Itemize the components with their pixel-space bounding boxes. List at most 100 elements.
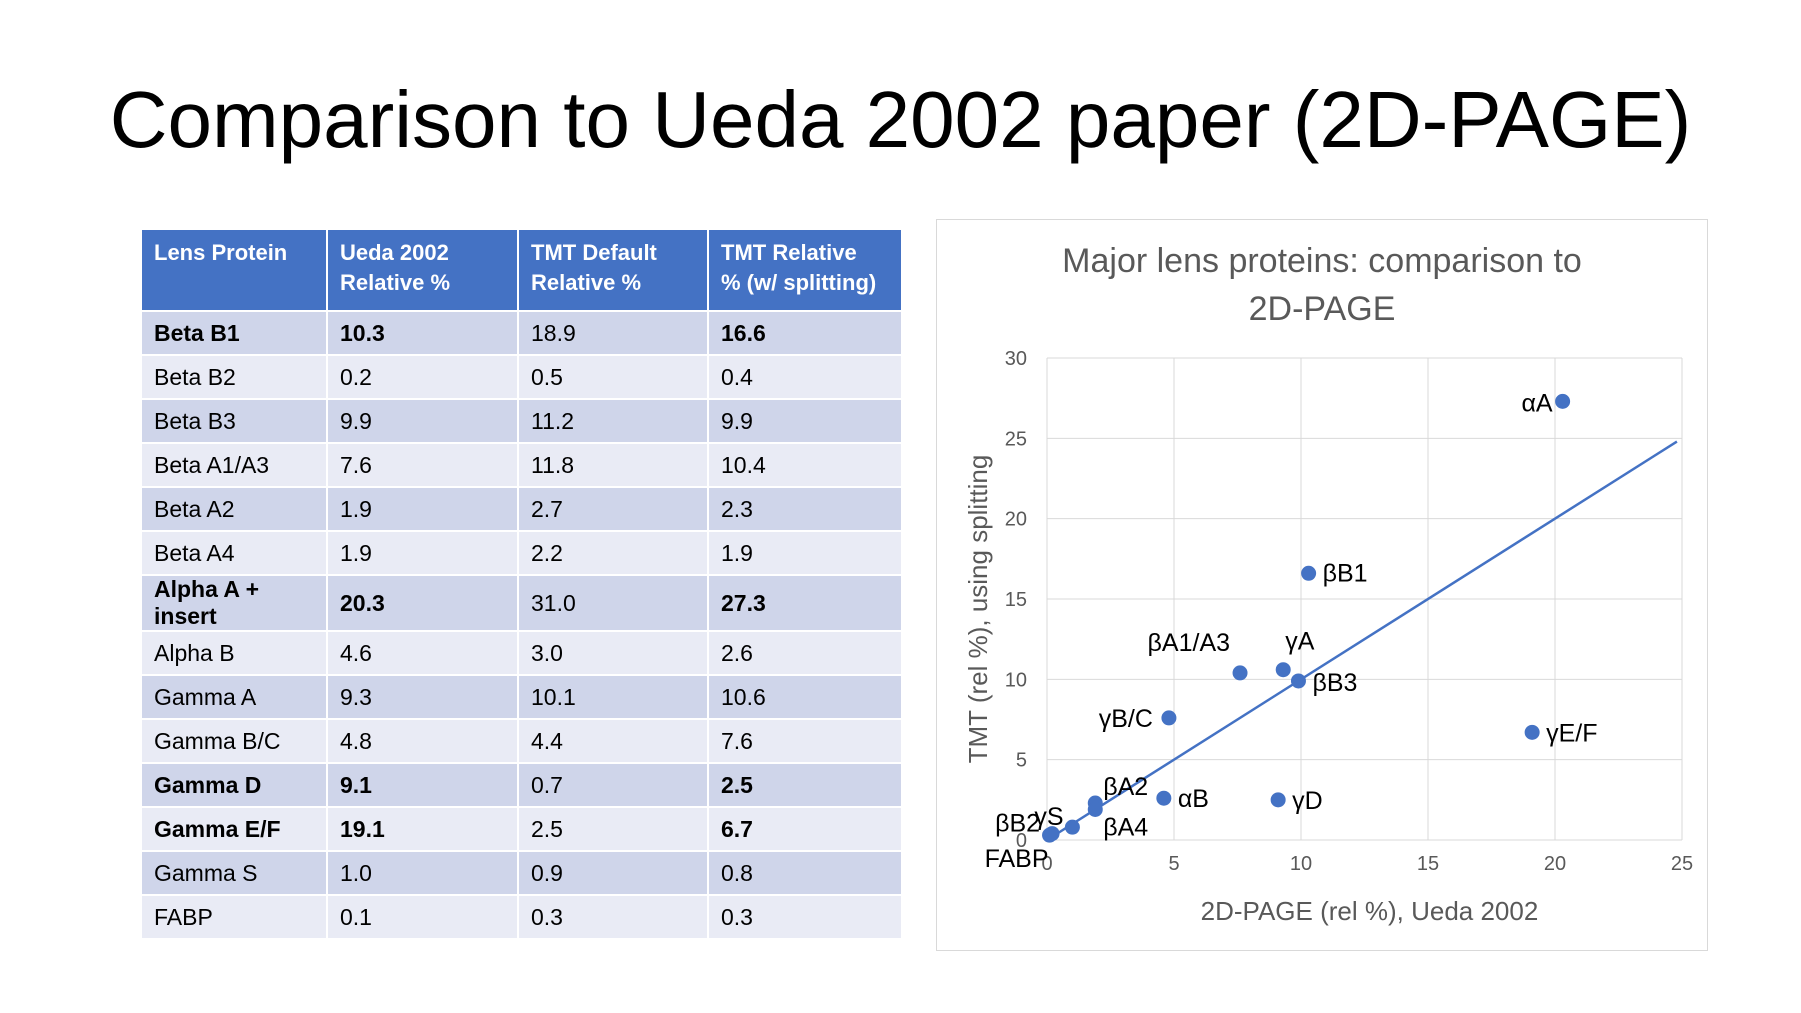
table-cell: Gamma E/F <box>140 806 328 852</box>
data-point <box>1156 790 1172 806</box>
table-cell: 2.2 <box>517 530 709 576</box>
table-row: Gamma A 9.3 10.1 10.6 <box>140 674 903 720</box>
table-cell: 16.6 <box>707 310 903 356</box>
data-point <box>1290 673 1306 689</box>
table-cell: 0.9 <box>517 850 709 896</box>
table-cell: 10.3 <box>326 310 519 356</box>
table-cell: 7.6 <box>326 442 519 488</box>
table-cell: Alpha B <box>140 630 328 676</box>
table-cell: 2.3 <box>707 486 903 532</box>
header-line: TMT Relative <box>721 240 857 265</box>
chart-panel: Major lens proteins: comparison to 2D-PAG… <box>936 219 1708 951</box>
point-label: γS <box>1034 803 1063 831</box>
comparison-table: Lens Protein Ueda 2002 Relative % TMT Def… <box>140 228 903 940</box>
header-line: Relative % <box>531 270 642 295</box>
point-label: βA4 <box>1103 813 1148 841</box>
header-line: TMT Default <box>531 240 657 265</box>
header-line: Lens Protein <box>154 240 288 265</box>
x-tick-label: 5 <box>1168 853 1179 875</box>
table-cell: Beta B2 <box>140 354 328 400</box>
table-cell: 0.4 <box>707 354 903 400</box>
x-tick-label: 10 <box>1290 853 1312 875</box>
table-cell: 10.4 <box>707 442 903 488</box>
table-cell: 4.8 <box>326 718 519 764</box>
table-cell: 4.4 <box>517 718 709 764</box>
data-point <box>1524 724 1540 740</box>
y-tick-label: 30 <box>1005 348 1027 370</box>
scatter-chart: Major lens proteins: comparison to 2D-PAG… <box>963 242 1693 926</box>
table-body: Beta B1 10.3 18.9 16.6 Beta B2 0.2 0.5 0.4 Beta … <box>140 310 903 940</box>
table-cell: 1.0 <box>326 850 519 896</box>
table-cell: 0.1 <box>326 894 519 940</box>
table-row: Beta A4 1.9 2.2 1.9 <box>140 530 903 576</box>
table-header-row: Lens Protein Ueda 2002 Relative % TMT Def… <box>140 228 903 312</box>
table-cell: 31.0 <box>517 574 709 632</box>
table-cell: 6.7 <box>707 806 903 852</box>
table-cell: Gamma S <box>140 850 328 896</box>
point-label: βA1/A3 <box>1148 629 1230 657</box>
table-cell: 7.6 <box>707 718 903 764</box>
table-cell: 0.3 <box>707 894 903 940</box>
table-cell: 10.6 <box>707 674 903 720</box>
x-axis-label: 2D-PAGE (rel %), Ueda 2002 <box>1201 896 1539 926</box>
y-tick-label: 10 <box>1005 669 1027 691</box>
table-row: Beta B3 9.9 11.2 9.9 <box>140 398 903 444</box>
table-cell: 0.3 <box>517 894 709 940</box>
table-cell: 1.9 <box>326 486 519 532</box>
table-cell: Beta A4 <box>140 530 328 576</box>
point-label: γA <box>1285 628 1315 656</box>
header-tmt-default: TMT Default Relative % <box>517 228 709 312</box>
slide-title: Comparison to Ueda 2002 paper (2D-PAGE) <box>109 75 1692 164</box>
chart-title-line: 2D-PAGE <box>1249 290 1396 328</box>
table-cell: 1.9 <box>707 530 903 576</box>
data-point <box>1275 662 1291 678</box>
point-label: βB1 <box>1323 559 1368 587</box>
data-point <box>1087 801 1103 817</box>
table-row: Gamma S 1.0 0.9 0.8 <box>140 850 903 896</box>
table-cell: 2.5 <box>517 806 709 852</box>
table-cell: Beta B1 <box>140 310 328 356</box>
point-label: αA <box>1521 389 1552 417</box>
x-tick-label: 20 <box>1544 853 1566 875</box>
chart-title-line: Major lens proteins: comparison to <box>1062 242 1582 280</box>
point-label: FABP <box>985 845 1049 873</box>
table-row: Gamma E/F 19.1 2.5 6.7 <box>140 806 903 852</box>
x-tick-label: 15 <box>1417 853 1439 875</box>
header-line: Ueda 2002 <box>340 240 449 265</box>
header-line: % (w/ splitting) <box>721 270 877 295</box>
y-tick-label: 5 <box>1016 750 1027 772</box>
table-cell: Beta B3 <box>140 398 328 444</box>
data-point <box>1064 819 1080 835</box>
table-cell: Gamma D <box>140 762 328 808</box>
table-cell: Gamma A <box>140 674 328 720</box>
table-cell: Beta A1/A3 <box>140 442 328 488</box>
data-point <box>1042 827 1058 843</box>
table-cell: 9.9 <box>707 398 903 444</box>
table-cell: 27.3 <box>707 574 903 632</box>
table-cell: 9.3 <box>326 674 519 720</box>
table-cell: 11.8 <box>517 442 709 488</box>
table-cell: 18.9 <box>517 310 709 356</box>
table-cell: Alpha A + insert <box>140 574 328 632</box>
table-row: FABP 0.1 0.3 0.3 <box>140 894 903 940</box>
table-cell: 10.1 <box>517 674 709 720</box>
table-cell: Beta A2 <box>140 486 328 532</box>
table-cell: 9.9 <box>326 398 519 444</box>
table-cell: 2.5 <box>707 762 903 808</box>
table-cell: 11.2 <box>517 398 709 444</box>
y-tick-label: 0 <box>1016 830 1027 852</box>
table-row: Gamma B/C 4.8 4.4 7.6 <box>140 718 903 764</box>
table-cell: FABP <box>140 894 328 940</box>
data-point <box>1555 393 1571 409</box>
y-tick-label: 25 <box>1005 428 1027 450</box>
point-label: γE/F <box>1546 719 1597 747</box>
header-tmt-relative: TMT Relative % (w/ splitting) <box>707 228 903 312</box>
table-cell: 3.0 <box>517 630 709 676</box>
table-cell: 20.3 <box>326 574 519 632</box>
point-label: αB <box>1178 785 1209 813</box>
point-label: γD <box>1292 787 1323 815</box>
point-label: γB/C <box>1099 705 1153 733</box>
header-line: Relative % <box>340 270 451 295</box>
table-row: Beta A2 1.9 2.7 2.3 <box>140 486 903 532</box>
table-cell: 1.9 <box>326 530 519 576</box>
